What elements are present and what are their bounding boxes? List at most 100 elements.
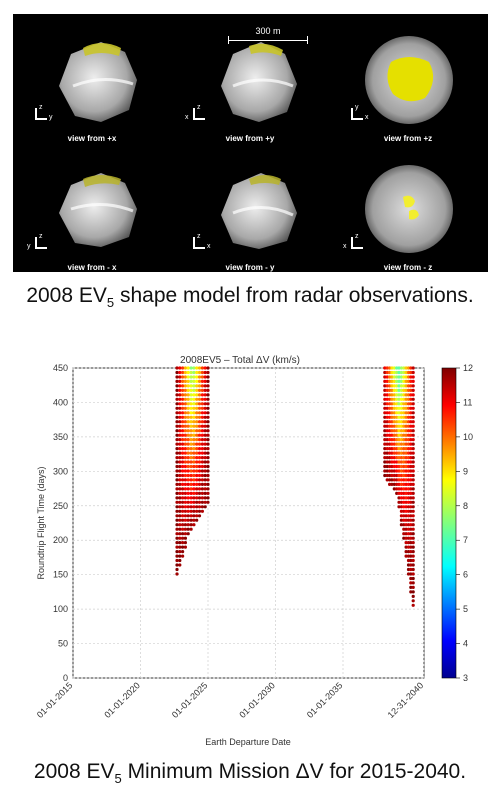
data-point: [178, 397, 182, 401]
data-point: [175, 572, 179, 576]
data-point: [409, 420, 413, 424]
data-point: [175, 420, 179, 424]
data-point: [411, 599, 415, 603]
colorbar-ticks: 3 4 5 6 7 8 9 10 11 12: [456, 363, 473, 683]
data-point: [409, 424, 413, 428]
data-point: [192, 406, 196, 410]
data-point: [409, 379, 413, 383]
data-point: [404, 527, 408, 531]
data-point: [390, 397, 394, 401]
data-point: [402, 438, 406, 442]
data-point: [189, 451, 193, 455]
data-point: [181, 415, 185, 419]
data-point: [178, 541, 182, 545]
data-point: [385, 415, 389, 419]
data-point: [406, 550, 411, 554]
data-point: [192, 366, 196, 370]
data-point: [411, 469, 415, 473]
asteroid-render-plus-y: [221, 42, 297, 122]
data-point: [402, 406, 406, 410]
data-point: [388, 388, 392, 392]
data-point: [189, 388, 193, 392]
data-point: [181, 384, 185, 388]
data-point: [399, 370, 403, 375]
data-point: [409, 545, 413, 549]
data-point: [390, 366, 394, 370]
data-point: [186, 460, 190, 464]
data-point: [183, 415, 187, 419]
data-point: [388, 469, 392, 473]
data-point: [404, 411, 408, 415]
data-point: [399, 469, 403, 473]
data-point: [206, 384, 210, 388]
data-point: [189, 397, 193, 401]
data-point: [183, 384, 187, 388]
data-point: [383, 415, 387, 419]
data-point: [390, 429, 394, 433]
data-point: [411, 590, 415, 594]
data-point: [411, 576, 415, 581]
data-point: [402, 487, 406, 491]
data-point: [383, 442, 387, 446]
data-point: [411, 527, 415, 531]
data-point: [189, 424, 193, 428]
data-point: [392, 487, 396, 491]
data-point: [402, 366, 406, 370]
data-point: [175, 550, 179, 554]
data-point: [197, 487, 202, 491]
data-point: [392, 451, 396, 455]
data-point: [203, 473, 207, 478]
data-point: [197, 397, 202, 401]
data-point: [383, 464, 387, 469]
data-point: [203, 500, 207, 504]
data-point: [399, 464, 403, 469]
data-point: [200, 379, 204, 383]
data-point: [183, 505, 187, 509]
data-point: [189, 487, 193, 491]
data-point: [411, 447, 415, 451]
data-point: [397, 420, 401, 424]
data-point: [402, 411, 406, 415]
data-point: [200, 478, 204, 482]
data-point: [181, 420, 185, 424]
data-point: [189, 447, 193, 451]
data-point: [406, 536, 411, 540]
y-tick-label: 250: [53, 501, 68, 511]
data-point: [383, 384, 387, 388]
data-point: [392, 375, 396, 379]
data-point: [409, 558, 413, 563]
data-point: [390, 451, 394, 455]
data-point: [397, 442, 401, 446]
data-point: [399, 429, 403, 433]
data-point: [203, 487, 207, 491]
data-point: [197, 402, 202, 406]
data-point: [409, 523, 413, 527]
data-point: [175, 442, 179, 446]
data-point: [203, 460, 207, 464]
data-point: [404, 456, 408, 460]
data-point: [395, 384, 399, 388]
data-point: [385, 411, 389, 415]
data-point: [203, 438, 207, 442]
data-point: [189, 518, 193, 522]
data-point: [200, 451, 204, 455]
data-point: [195, 496, 199, 500]
data-point: [411, 451, 415, 455]
data-point: [192, 523, 196, 527]
data-point: [181, 451, 185, 455]
data-point: [189, 509, 193, 513]
data-point: [399, 420, 403, 424]
data-point: [406, 456, 411, 460]
view-label: view from +z: [383, 134, 433, 143]
data-point: [406, 388, 411, 392]
data-point: [195, 402, 199, 406]
data-point: [392, 469, 396, 473]
colorbar-tick-label: 3: [463, 673, 468, 683]
data-point: [402, 500, 406, 504]
data-point: [409, 406, 413, 410]
data-point: [409, 572, 413, 576]
data-point: [178, 420, 182, 424]
data-point: [411, 424, 415, 428]
y-axis-label: Roundtrip Flight Time (days): [36, 466, 46, 579]
data-point: [206, 411, 210, 415]
